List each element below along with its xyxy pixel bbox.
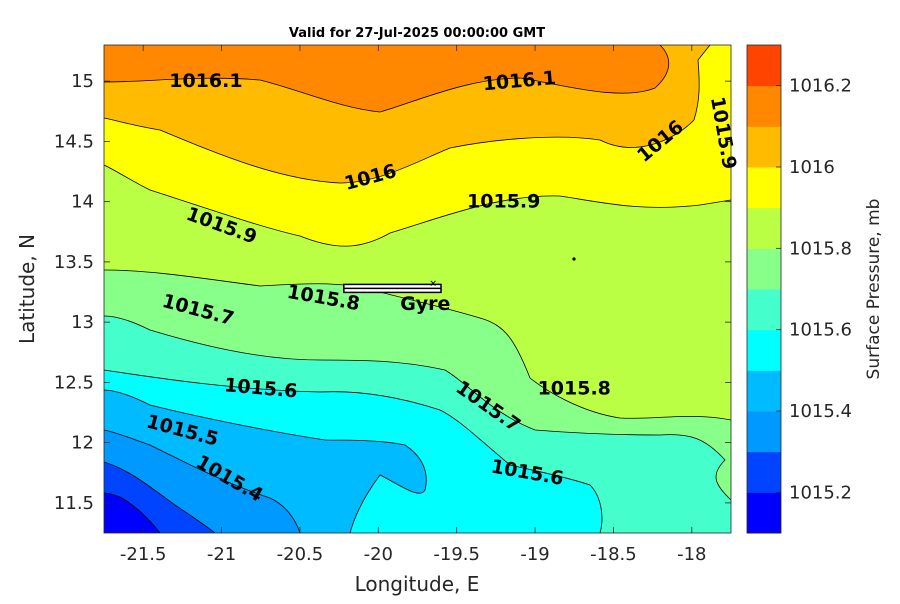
gyre-label: Gyre — [400, 293, 450, 315]
contour-line — [104, 492, 161, 533]
x-tick-label: -18 — [677, 544, 706, 565]
contour-line-layer — [104, 45, 731, 533]
y-tick-label: 12 — [71, 433, 94, 454]
y-tick-label: 15 — [71, 71, 94, 92]
y-axis: 11.5 12 12.5 13 13.5 14 14.5 15 — [54, 71, 731, 514]
y-tick-label: 14 — [71, 192, 94, 213]
band-1015.1 — [104, 493, 160, 533]
contour-line — [104, 164, 731, 247]
contour-line — [104, 45, 711, 184]
y-tick-label: 11.5 — [54, 493, 94, 514]
colorbar-tick-label: 1015.6 — [789, 320, 852, 341]
contour-label: 1015.8 — [538, 377, 611, 399]
colorbar-tick-label: 1015.2 — [789, 482, 852, 503]
colorbar-tick-label: 1016.2 — [789, 76, 852, 97]
colorbar-tick-label: 1016 — [789, 157, 835, 178]
contour-line — [104, 269, 731, 421]
colorbar-segment — [747, 207, 781, 249]
gyre-center-marker: ✕ — [429, 279, 437, 289]
x-tick-label: -19.5 — [433, 544, 480, 565]
chart-title: Valid for 27-Jul-2025 00:00:00 GMT — [289, 26, 545, 41]
contour-line — [104, 315, 731, 501]
contour-label: 1016.1 — [169, 70, 242, 92]
y-tick-label: 14.5 — [54, 131, 94, 152]
contour-line — [104, 389, 427, 533]
x-tick-label: -21.5 — [120, 544, 167, 565]
x-tick-label: -19 — [520, 544, 549, 565]
contour-line — [104, 369, 603, 533]
colorbar-segment — [747, 85, 781, 127]
y-tick-label: 12.5 — [54, 372, 94, 393]
colorbar-segment — [747, 451, 781, 493]
x-tick-label: -18.5 — [590, 544, 637, 565]
contour-dot — [572, 257, 576, 261]
colorbar-segment — [747, 248, 781, 290]
colorbar-frame — [746, 44, 782, 534]
y-tick-label: 13.5 — [54, 252, 94, 273]
colorbar: 1015.2 1015.4 1015.6 1015.8 1016 1016.2 — [746, 44, 852, 534]
colorbar-segment — [747, 492, 781, 534]
plot-frame — [103, 44, 732, 534]
contour-line — [104, 461, 216, 533]
contour-line — [104, 429, 301, 533]
contour-line — [104, 45, 670, 113]
x-axis-label: Longitude, E — [355, 572, 480, 596]
contour-label: 1015.9 — [467, 191, 540, 213]
band-1016.1 — [104, 45, 669, 112]
colorbar-segment — [747, 329, 781, 371]
colorbar-segment — [747, 370, 781, 412]
colorbar-tick-label: 1015.4 — [789, 401, 852, 422]
y-axis-label: Latitude, N — [15, 234, 39, 344]
gyre-marker: ✕ Gyre — [343, 279, 450, 315]
x-tick-label: -20.5 — [277, 544, 324, 565]
colorbar-segment — [747, 167, 781, 209]
x-tick-label: -21 — [207, 544, 236, 565]
x-axis: -21.5 -21 -20.5 -20 -19.5 -19 -18.5 -18 — [120, 45, 707, 565]
colorbar-tick-label: 1015.8 — [789, 238, 852, 259]
colorbar-label: Surface Pressure, mb — [864, 199, 884, 380]
colorbar-segment — [747, 126, 781, 168]
colorbar-segment — [747, 289, 781, 331]
colorbar-segment — [747, 411, 781, 453]
x-tick-label: -20 — [364, 544, 393, 565]
colorbar-segment — [747, 45, 781, 87]
y-tick-label: 13 — [71, 312, 94, 333]
